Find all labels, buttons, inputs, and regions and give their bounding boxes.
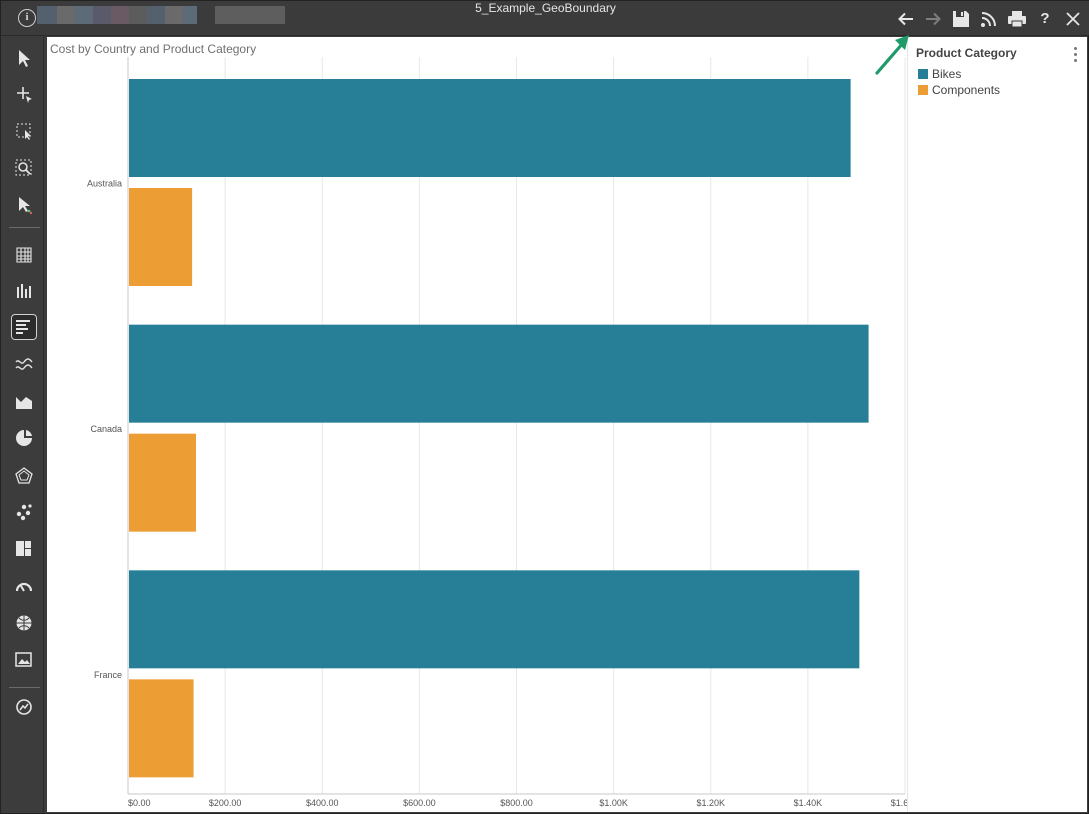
close-icon[interactable] — [1063, 9, 1083, 29]
more-options-icon[interactable] — [1073, 47, 1079, 65]
legend-panel: Product Category Bikes Components — [907, 37, 1087, 812]
bar-chart-icon[interactable] — [11, 314, 37, 340]
title-bar: i 5_Example_GeoBoundary ? — [1, 1, 1089, 36]
legend-swatch — [918, 69, 928, 79]
x-tick-label: $0.00 — [128, 798, 151, 808]
toolbar-separator — [9, 227, 40, 228]
pointer-color-icon[interactable] — [11, 192, 37, 218]
x-tick-label: $1.40K — [794, 798, 823, 808]
bar-canada-components[interactable] — [129, 433, 196, 532]
legend-swatch — [918, 85, 928, 95]
category-label: Australia — [87, 179, 122, 189]
x-tick-label: $1.20K — [696, 798, 725, 808]
bar-france-components[interactable] — [129, 679, 194, 778]
bar-canada-bikes[interactable] — [129, 324, 869, 423]
map-chart-icon[interactable] — [11, 610, 37, 636]
x-tick-label: $400.00 — [306, 798, 339, 808]
legend-label: Bikes — [932, 67, 962, 81]
treemap-chart-icon[interactable] — [11, 536, 37, 562]
save-icon[interactable] — [951, 9, 971, 29]
tool-palette — [4, 37, 44, 812]
region-select-icon[interactable] — [11, 118, 37, 144]
help-icon[interactable]: ? — [1040, 10, 1050, 27]
pie-chart-icon[interactable] — [11, 425, 37, 451]
x-tick-label: $600.00 — [403, 798, 436, 808]
bar-australia-bikes[interactable] — [129, 79, 851, 177]
bar-chart[interactable]: $0.00 $200.00 $400.00 $600.00 $800.00 $1.00K $… — [47, 37, 907, 812]
bar-australia-components[interactable] — [129, 188, 193, 286]
zoom-region-icon[interactable] — [11, 155, 37, 181]
info-icon[interactable]: i — [18, 9, 36, 27]
scatter-chart-icon[interactable] — [11, 499, 37, 525]
x-tick-label: $800.00 — [500, 798, 533, 808]
image-chart-icon[interactable] — [11, 647, 37, 673]
legend-item-bikes[interactable]: Bikes — [918, 67, 961, 81]
category-label: France — [94, 670, 122, 680]
toolbar-separator — [9, 687, 40, 688]
chart-settings-icon[interactable] — [11, 694, 37, 720]
print-icon[interactable] — [1007, 9, 1027, 29]
rss-icon[interactable] — [979, 9, 999, 29]
gauge-chart-icon[interactable] — [11, 573, 37, 599]
area-chart-icon[interactable] — [11, 388, 37, 414]
bar-france-bikes[interactable] — [129, 570, 860, 669]
back-arrow-icon[interactable] — [896, 9, 916, 29]
chart-title: Cost by Country and Product Category — [50, 42, 257, 56]
x-tick-label: $1.00K — [599, 798, 628, 808]
category-label: Canada — [90, 424, 122, 434]
select-pointer-icon[interactable] — [11, 45, 37, 71]
legend-item-components[interactable]: Components — [918, 83, 1000, 97]
legend-title: Product Category — [916, 46, 1017, 60]
legend-label: Components — [932, 83, 1001, 97]
x-tick-label: $200.00 — [209, 798, 242, 808]
column-chart-icon[interactable] — [11, 278, 37, 304]
x-tick-label: $1.60K — [891, 798, 907, 808]
forward-arrow-icon[interactable] — [923, 9, 943, 29]
grid-chart-icon[interactable] — [11, 242, 37, 268]
chart-canvas: $0.00 $200.00 $400.00 $600.00 $800.00 $1.00K $… — [47, 37, 1087, 812]
add-point-icon[interactable] — [11, 81, 37, 107]
radar-chart-icon[interactable] — [11, 463, 37, 489]
line-chart-icon[interactable] — [11, 351, 37, 377]
